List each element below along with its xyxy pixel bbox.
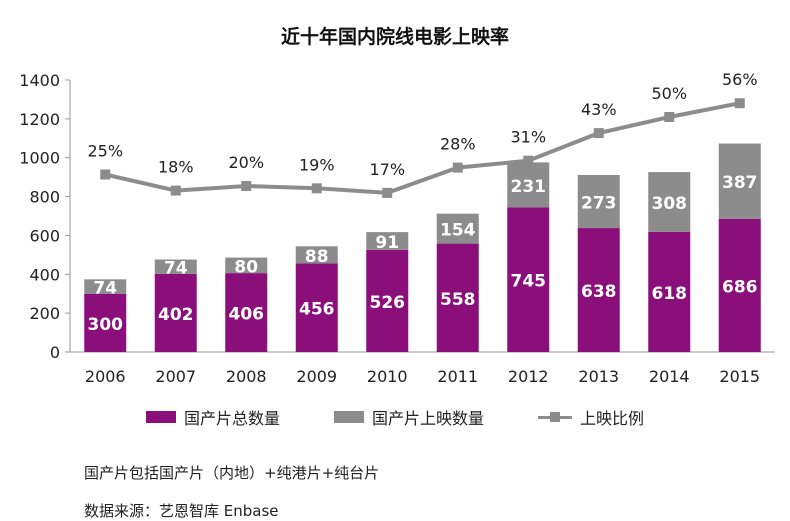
footnote-source: 数据来源：艺恩智库 Enbase [84,502,279,520]
y-tick-label: 1000 [19,149,60,168]
legend: 国产片总数量 国产片上映数量 上映比例 [0,405,790,429]
ratio-label: 25% [87,142,123,161]
bar-total-label: 402 [158,305,194,325]
y-tick-label: 200 [29,304,60,323]
bar-released-label: 74 [164,259,188,279]
bar-released-label: 80 [234,257,258,277]
ratio-marker [241,181,252,191]
x-tick-label: 2009 [296,367,337,386]
x-tick-label: 2006 [85,367,126,386]
bar-released-label: 91 [375,233,399,253]
bar-total-label: 300 [88,315,124,335]
bar-total-label: 406 [229,305,265,325]
bar-total [84,293,127,352]
bar-total-label: 745 [511,272,547,292]
x-tick-label: 2012 [508,367,549,386]
ratio-labels: 25% 18% 20% 19% 17% 28% 31% 43% 50% 56% [87,70,757,179]
ratio-line [104,101,741,195]
x-tick-label: 2014 [649,367,690,386]
bar-total [718,218,761,352]
bar-released-label: 74 [93,279,117,299]
x-tick-labels: 2006 2007 2008 2009 2010 2011 2012 2013 2014 2015 [85,367,760,386]
ratio-marker [382,187,393,198]
bar-total-label: 526 [370,293,406,313]
x-tick-label: 2015 [719,367,760,386]
ratio-markers [100,98,745,198]
x-tick-label: 2007 [155,367,196,386]
bar-released [648,172,691,232]
y-tick-label: 400 [29,265,60,284]
ratio-label: 50% [651,84,687,103]
ratio-marker [311,183,322,194]
bar-released-label: 154 [440,221,476,241]
bar-total [436,243,479,352]
legend-label-total: 国产片总数量 [183,409,280,428]
bar-released-label: 88 [305,247,329,267]
bar-released-label: 308 [652,194,688,214]
legend-item-ratio: 上映比例 [538,405,644,429]
bar-released-label: 231 [511,177,547,197]
bar-released [295,246,338,264]
legend-item-total: 国产片总数量 [145,405,280,429]
bars: 300 74 402 74 406 80 456 88 526 91 558 154 745 231 638… [84,143,761,352]
y-tick-label: 0 [50,343,60,362]
y-tick-label: 600 [29,226,60,245]
ratio-label: 20% [228,153,264,172]
ratio-label: 19% [299,155,335,174]
ratio-marker [452,162,463,173]
bar-released [225,257,268,274]
legend-swatch-total [145,411,176,423]
bar-total-label: 618 [652,284,688,304]
bar-released [577,175,620,229]
bar-total [507,207,550,352]
bar-released [84,279,127,294]
ratio-label: 17% [369,160,405,179]
bar-total [154,273,197,352]
bar-total-label: 686 [722,277,758,297]
legend-item-released: 国产片上映数量 [333,405,484,429]
bar-released [507,162,550,208]
ratio-marker [523,155,534,166]
ratio-label: 56% [722,70,758,89]
x-tick-label: 2011 [437,367,478,386]
legend-swatch-released [333,411,364,423]
footnote-definition: 国产片包括国产片（内地）+纯港片+纯台片 [84,464,380,482]
ratio-marker [100,169,111,180]
bar-total [577,228,620,352]
bar-total [295,263,338,352]
bar-total [366,249,409,352]
ratio-marker [593,128,604,139]
bar-released [436,213,479,244]
bar-total-label: 558 [440,290,476,310]
y-tick-label: 800 [29,188,60,207]
ratio-marker [664,112,675,122]
x-tick-label: 2008 [226,367,267,386]
ratio-label: 28% [440,135,476,154]
bar-total [648,231,691,352]
ratio-polyline [104,101,741,195]
bar-released-label: 273 [581,194,617,214]
x-tick-label: 2010 [367,367,408,386]
ratio-label: 43% [581,100,617,119]
bar-total-label: 456 [299,300,335,320]
bar-total-label: 638 [581,282,617,302]
bar-released-label: 387 [722,173,758,193]
bar-released [366,232,409,250]
bar-total [225,273,268,352]
bar-released [154,259,197,274]
y-tick-label: 1400 [19,71,60,90]
legend-label-ratio: 上映比例 [580,409,645,428]
ratio-label: 18% [158,158,194,177]
legend-label-released: 国产片上映数量 [371,409,484,428]
y-tick-labels: 0 200 400 600 800 1000 1200 1400 [19,71,70,362]
ratio-label: 31% [510,128,546,147]
x-tick-label: 2013 [578,367,619,386]
y-tick-label: 1200 [19,110,60,129]
legend-line-ratio [538,411,572,423]
ratio-marker [170,185,181,196]
chart-title: 近十年国内院线电影上映率 [280,26,509,48]
ratio-marker [734,98,745,109]
bar-released [718,143,761,219]
